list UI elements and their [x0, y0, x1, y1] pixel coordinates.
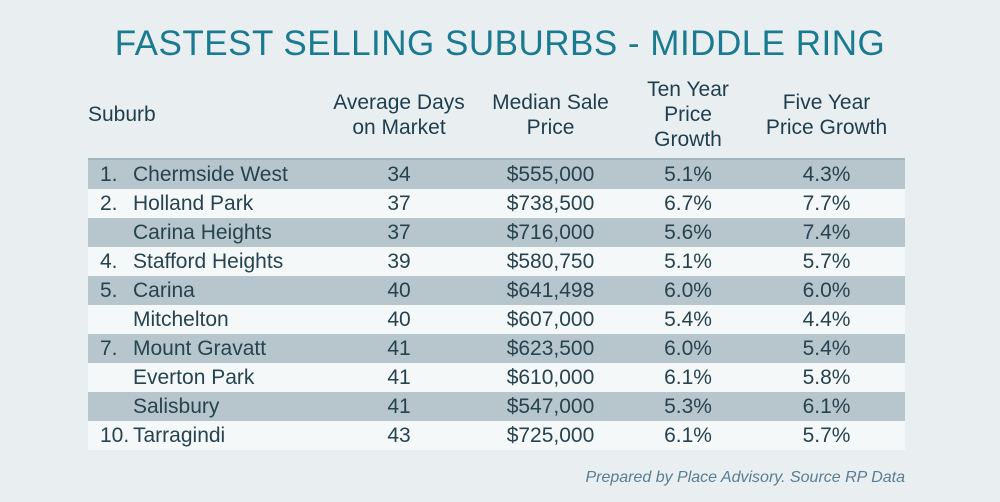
five-year-growth-value: 5.8%	[802, 365, 851, 389]
suburb-name: Chermside West	[133, 162, 288, 186]
days-on-market-value: 40	[387, 278, 411, 302]
table-row: 4. Stafford Heights 39 $580,750 5.1% 5.7%	[88, 247, 905, 276]
ten-year-growth-value: 6.7%	[664, 191, 712, 215]
ten-year-growth-value: 5.1%	[664, 249, 712, 273]
suburb-name: Everton Park	[133, 365, 255, 389]
table-row: 1. Chermside West 34 $555,000 5.1% 4.3%	[88, 160, 905, 189]
suburbs-table: Suburb Average Days on Market Median Sal…	[88, 77, 905, 450]
median-price-value: $738,500	[506, 191, 595, 215]
table-row: Salisbury 41 $547,000 5.3% 6.1%	[88, 392, 905, 421]
suburb-cell: 5. Carina	[88, 279, 325, 303]
median-price-value: $716,000	[506, 220, 595, 244]
five-year-growth-value: 5.4%	[802, 336, 851, 360]
five-year-growth-value: 7.4%	[802, 220, 851, 244]
table-row: Carina Heights 37 $716,000 5.6% 7.4%	[88, 218, 905, 247]
five-year-growth-value: 7.7%	[802, 191, 851, 215]
days-on-market-value: 37	[387, 220, 411, 244]
median-price-value: $607,000	[506, 307, 595, 331]
median-price-value: $580,750	[506, 249, 595, 273]
suburb-name: Carina	[133, 278, 195, 302]
table-row: 2. Holland Park 37 $738,500 6.7% 7.7%	[88, 189, 905, 218]
column-header-label: Ten Year	[647, 78, 729, 101]
table-row: 7. Mount Gravatt 41 $623,500 6.0% 5.4%	[88, 334, 905, 363]
days-on-market-value: 41	[387, 365, 411, 389]
suburb-name: Tarragindi	[133, 423, 226, 447]
column-header-label: Price Growth	[765, 115, 888, 139]
table-row: Mitchelton 40 $607,000 5.4% 4.4%	[88, 305, 905, 334]
ten-year-growth-value: 5.1%	[664, 162, 712, 186]
table-header-row: Suburb Average Days on Market Median Sal…	[88, 77, 905, 152]
median-price-value: $623,500	[506, 336, 595, 360]
column-header-label: Median Sale	[492, 90, 609, 114]
rank-label: 10.	[100, 423, 130, 447]
column-header-label: Five Year	[782, 90, 871, 114]
days-on-market-value: 43	[387, 423, 411, 447]
column-header-suburb: Suburb	[88, 102, 325, 127]
ten-year-growth-value: 6.0%	[664, 278, 712, 302]
rank-label: 5.	[100, 278, 118, 302]
rank-label: 1.	[100, 162, 118, 186]
column-header-label: Price Growth	[654, 103, 722, 151]
suburb-cell: Everton Park	[88, 366, 325, 390]
days-on-market-value: 34	[387, 162, 411, 186]
days-on-market-value: 37	[387, 191, 411, 215]
page-title: FASTEST SELLING SUBURBS - MIDDLE RING	[114, 24, 886, 63]
table-row: 10. Tarragindi 43 $725,000 6.1% 5.7%	[88, 421, 905, 450]
column-header-median-price: Median Sale Price	[473, 90, 628, 140]
median-price-value: $555,000	[506, 162, 595, 186]
ten-year-growth-value: 6.1%	[664, 365, 712, 389]
column-header-ten-year-growth: Ten Year Price Growth	[628, 77, 748, 152]
source-attribution: Prepared by Place Advisory. Source RP Da…	[585, 469, 905, 486]
five-year-growth-value: 4.3%	[802, 162, 851, 186]
days-on-market-value: 41	[387, 336, 411, 360]
five-year-growth-value: 4.4%	[802, 307, 851, 331]
five-year-growth-value: 6.0%	[802, 278, 851, 302]
ten-year-growth-value: 5.3%	[664, 394, 712, 418]
column-header-five-year-growth: Five Year Price Growth	[748, 90, 905, 140]
suburb-name: Stafford Heights	[133, 249, 284, 273]
rank-label: 7.	[100, 336, 118, 360]
suburb-name: Holland Park	[133, 191, 254, 215]
suburb-cell: Salisbury	[88, 395, 325, 419]
rank-label: 2.	[100, 191, 118, 215]
suburb-cell: 7. Mount Gravatt	[88, 337, 325, 361]
ten-year-growth-value: 5.6%	[664, 220, 712, 244]
suburb-cell: 4. Stafford Heights	[88, 250, 325, 274]
suburb-cell: 1. Chermside West	[88, 163, 325, 187]
five-year-growth-value: 5.7%	[802, 249, 851, 273]
table-row: 5. Carina 40 $641,498 6.0% 6.0%	[88, 276, 905, 305]
suburb-name: Carina Heights	[133, 220, 272, 244]
suburb-cell: Carina Heights	[88, 221, 325, 245]
rank-label: 4.	[100, 249, 118, 273]
median-price-value: $725,000	[506, 423, 595, 447]
table-body: 1. Chermside West 34 $555,000 5.1% 4.3% 2. Holl…	[88, 158, 905, 450]
median-price-value: $641,498	[506, 278, 595, 302]
column-header-label: Suburb	[88, 103, 156, 126]
table-row: Everton Park 41 $610,000 6.1% 5.8%	[88, 363, 905, 392]
column-header-label: Average Days	[333, 90, 465, 114]
column-header-days-on-market: Average Days on Market	[325, 90, 473, 140]
suburb-cell: 2. Holland Park	[88, 192, 325, 216]
ten-year-growth-value: 6.1%	[664, 423, 712, 447]
column-header-label: on Market	[352, 115, 446, 139]
days-on-market-value: 39	[387, 249, 411, 273]
ten-year-growth-value: 5.4%	[664, 307, 712, 331]
suburb-cell: 10. Tarragindi	[88, 424, 325, 448]
suburb-name: Mount Gravatt	[133, 336, 267, 360]
days-on-market-value: 40	[387, 307, 411, 331]
suburb-cell: Mitchelton	[88, 308, 325, 332]
median-price-value: $610,000	[506, 365, 595, 389]
suburb-name: Salisbury	[133, 394, 220, 418]
days-on-market-value: 41	[387, 394, 411, 418]
median-price-value: $547,000	[506, 394, 595, 418]
five-year-growth-value: 5.7%	[802, 423, 851, 447]
suburb-name: Mitchelton	[133, 307, 229, 331]
column-header-label: Price	[526, 115, 575, 139]
ten-year-growth-value: 6.0%	[664, 336, 712, 360]
five-year-growth-value: 6.1%	[802, 394, 851, 418]
